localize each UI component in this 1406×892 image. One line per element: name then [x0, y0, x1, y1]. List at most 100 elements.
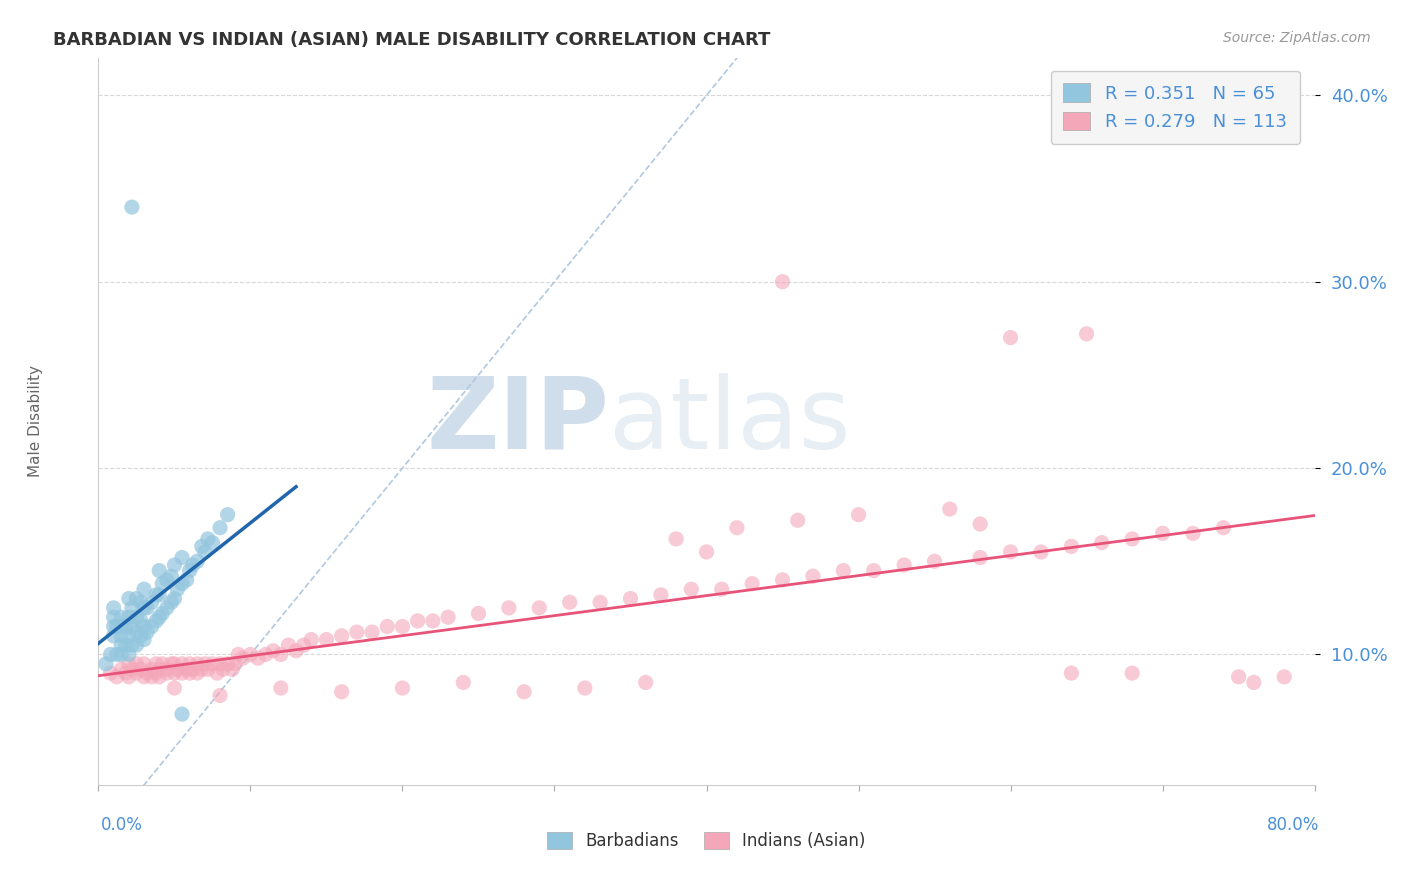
Point	[422, 614, 444, 628]
Point	[105, 670, 128, 684]
Point	[148, 670, 170, 684]
Point	[125, 638, 148, 652]
Point	[498, 600, 520, 615]
Point	[136, 625, 159, 640]
Point	[786, 513, 808, 527]
Point	[650, 588, 672, 602]
Point	[277, 638, 299, 652]
Point	[239, 648, 262, 662]
Point	[100, 648, 122, 662]
Point	[125, 610, 148, 624]
Point	[176, 573, 198, 587]
Point	[141, 662, 163, 676]
Point	[170, 666, 193, 681]
Point	[132, 632, 155, 647]
Point	[150, 576, 173, 591]
Point	[160, 657, 183, 671]
Text: Source: ZipAtlas.com: Source: ZipAtlas.com	[1223, 31, 1371, 45]
Point	[201, 657, 224, 671]
Point	[145, 588, 167, 602]
Point	[181, 662, 204, 676]
Point	[1212, 521, 1234, 535]
Point	[170, 707, 193, 722]
Point	[110, 648, 132, 662]
Point	[160, 595, 183, 609]
Text: atlas: atlas	[609, 373, 851, 470]
Point	[110, 638, 132, 652]
Point	[121, 662, 143, 676]
Point	[129, 595, 152, 609]
Point	[94, 657, 117, 671]
Point	[924, 554, 946, 568]
Point	[170, 576, 193, 591]
Point	[179, 564, 201, 578]
Point	[1076, 326, 1098, 341]
Point	[132, 619, 155, 633]
Point	[103, 600, 125, 615]
Point	[848, 508, 870, 522]
Point	[110, 610, 132, 624]
Point	[194, 657, 217, 671]
Point	[156, 573, 179, 587]
Point	[148, 588, 170, 602]
Point	[118, 670, 141, 684]
Point	[772, 275, 794, 289]
Point	[893, 558, 915, 572]
Point	[346, 625, 368, 640]
Point	[150, 607, 173, 621]
Point	[181, 558, 204, 572]
Point	[125, 625, 148, 640]
Point	[121, 619, 143, 633]
Point	[170, 657, 193, 671]
Point	[725, 521, 748, 535]
Point	[453, 675, 475, 690]
Point	[132, 657, 155, 671]
Point	[129, 662, 152, 676]
Point	[226, 648, 249, 662]
Point	[437, 610, 460, 624]
Point	[145, 614, 167, 628]
Point	[163, 657, 186, 671]
Point	[179, 657, 201, 671]
Point	[197, 662, 219, 676]
Point	[529, 600, 551, 615]
Point	[145, 657, 167, 671]
Point	[254, 648, 277, 662]
Point	[247, 651, 270, 665]
Point	[391, 681, 413, 695]
Point	[467, 607, 489, 621]
Point	[710, 582, 733, 597]
Point	[132, 582, 155, 597]
Point	[1091, 535, 1114, 549]
Point	[969, 516, 991, 531]
Point	[141, 670, 163, 684]
Point	[232, 651, 254, 665]
Point	[832, 564, 855, 578]
Point	[118, 610, 141, 624]
Point	[801, 569, 824, 583]
Text: 0.0%: 0.0%	[101, 816, 143, 834]
Point	[186, 666, 208, 681]
Point	[361, 625, 384, 640]
Point	[391, 619, 413, 633]
Point	[125, 666, 148, 681]
Point	[1182, 526, 1205, 541]
Point	[163, 681, 186, 695]
Y-axis label: Male Disability: Male Disability	[28, 366, 42, 477]
Point	[270, 681, 292, 695]
Point	[114, 666, 136, 681]
Point	[1060, 666, 1083, 681]
Point	[1272, 670, 1295, 684]
Point	[129, 614, 152, 628]
Point	[148, 564, 170, 578]
Point	[201, 535, 224, 549]
Point	[330, 629, 353, 643]
Point	[558, 595, 581, 609]
Point	[209, 689, 232, 703]
Point	[205, 666, 228, 681]
Point	[292, 638, 315, 652]
Point	[125, 657, 148, 671]
Point	[191, 540, 214, 554]
Point	[209, 521, 232, 535]
Point	[969, 550, 991, 565]
